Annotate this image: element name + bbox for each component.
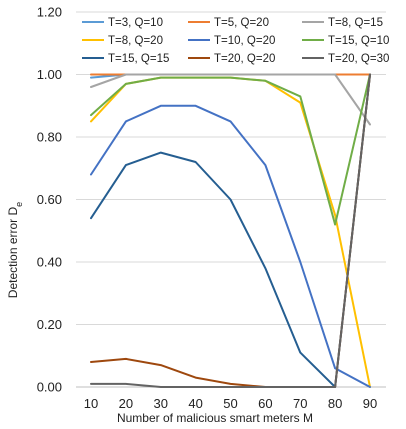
legend-item: T=10, Q=20 xyxy=(188,35,275,47)
series-lines xyxy=(90,73,371,388)
x-tick-label: 20 xyxy=(119,396,133,411)
legend-label: T=8, Q=20 xyxy=(108,35,163,47)
legend-label: T=10, Q=20 xyxy=(214,35,275,47)
legend-item: T=15, Q=15 xyxy=(82,53,169,65)
y-tick-label: 0.40 xyxy=(37,255,62,270)
y-tick-label: 0.20 xyxy=(37,317,62,332)
series-line-4 xyxy=(90,76,371,388)
x-tick-label: 70 xyxy=(293,396,307,411)
legend-item: T=3, Q=10 xyxy=(82,17,163,29)
y-tick-label: 1.20 xyxy=(37,5,62,20)
legend-item: T=8, Q=15 xyxy=(302,17,383,29)
legend-label: T=5, Q=20 xyxy=(214,17,269,29)
legend-item: T=20, Q=30 xyxy=(302,53,389,65)
legend-label: T=15, Q=15 xyxy=(108,53,169,65)
y-axis-title-main: Detection error D xyxy=(6,206,20,298)
y-tick-label: 0.00 xyxy=(37,380,62,395)
legend-item: T=15, Q=10 xyxy=(302,35,389,47)
y-axis-title: Detection error De xyxy=(6,202,24,298)
series-line-9 xyxy=(90,73,371,388)
x-tick-label: 30 xyxy=(154,396,168,411)
legend-label: T=20, Q=30 xyxy=(328,53,389,65)
x-axis-title: Number of malicious smart meters M xyxy=(117,411,313,425)
series-line-5 xyxy=(90,104,371,388)
legend-label: T=8, Q=15 xyxy=(328,17,383,29)
legend-item: T=20, Q=20 xyxy=(188,53,275,65)
legend: T=3, Q=10 T=5, Q=20 T=8, Q=15 T=8, Q=20 T=10… xyxy=(82,17,389,65)
legend-item: T=8, Q=20 xyxy=(82,35,163,47)
legend-label: T=3, Q=10 xyxy=(108,17,163,29)
x-tick-label: 90 xyxy=(363,396,377,411)
x-tick-label: 10 xyxy=(84,396,98,411)
legend-item: T=5, Q=20 xyxy=(188,17,269,29)
x-tick-label: 60 xyxy=(258,396,272,411)
x-tick-label: 40 xyxy=(188,396,202,411)
y-axis-title-subscript: e xyxy=(14,202,24,207)
legend-label: T=20, Q=20 xyxy=(214,53,275,65)
x-tick-label: 80 xyxy=(328,396,342,411)
x-tick-label: 50 xyxy=(223,396,237,411)
series-line-7 xyxy=(90,73,371,388)
series-line-6 xyxy=(90,73,371,226)
axes: 0.00 0.20 0.40 0.60 0.80 1.00 1.20 10 20 30 40 50 60… xyxy=(37,5,386,411)
legend-label: T=15, Q=10 xyxy=(328,35,389,47)
y-tick-label: 1.00 xyxy=(37,67,62,82)
series-line-3 xyxy=(90,73,371,126)
y-tick-label: 0.60 xyxy=(37,192,62,207)
y-tick-label: 0.80 xyxy=(37,130,62,145)
